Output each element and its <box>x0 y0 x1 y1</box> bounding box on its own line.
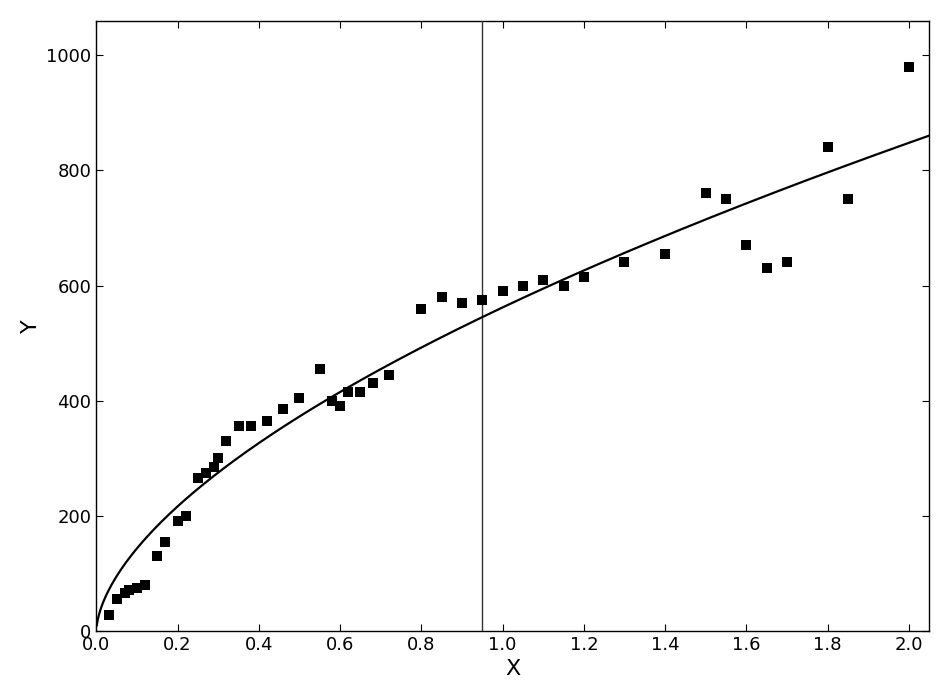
Point <box>434 291 449 302</box>
Point <box>495 286 510 297</box>
Point <box>179 510 194 522</box>
Point <box>158 536 173 547</box>
Point <box>313 363 328 374</box>
Point <box>902 62 917 73</box>
Point <box>206 461 221 472</box>
Point <box>352 386 368 398</box>
Point <box>259 415 275 426</box>
Point <box>475 294 490 305</box>
Point <box>454 298 469 309</box>
Point <box>841 194 856 205</box>
Point <box>657 248 673 260</box>
Point <box>292 392 307 403</box>
Point <box>276 404 291 415</box>
Point <box>739 239 754 251</box>
Point <box>324 395 339 406</box>
Point <box>101 609 116 620</box>
Point <box>190 473 205 484</box>
Point <box>718 194 733 205</box>
Point <box>211 452 226 463</box>
Y-axis label: Y: Y <box>21 319 41 332</box>
Point <box>365 378 380 389</box>
Point <box>243 421 258 432</box>
Point <box>820 142 835 153</box>
Point <box>577 272 592 283</box>
Point <box>170 516 185 527</box>
Point <box>617 257 632 268</box>
Point <box>515 280 530 291</box>
Point <box>117 588 132 599</box>
Point <box>129 582 144 593</box>
X-axis label: X: X <box>505 659 521 679</box>
Point <box>698 188 713 199</box>
Point <box>218 435 234 447</box>
Point <box>414 303 429 314</box>
Point <box>341 386 356 398</box>
Point <box>150 550 165 561</box>
Point <box>199 467 214 478</box>
Point <box>381 369 396 380</box>
Point <box>109 594 124 605</box>
Point <box>779 257 794 268</box>
Point <box>231 421 246 432</box>
Point <box>536 274 551 286</box>
Point <box>556 280 571 291</box>
Point <box>122 585 137 596</box>
Point <box>138 579 153 590</box>
Point <box>759 262 774 274</box>
Point <box>332 400 348 412</box>
